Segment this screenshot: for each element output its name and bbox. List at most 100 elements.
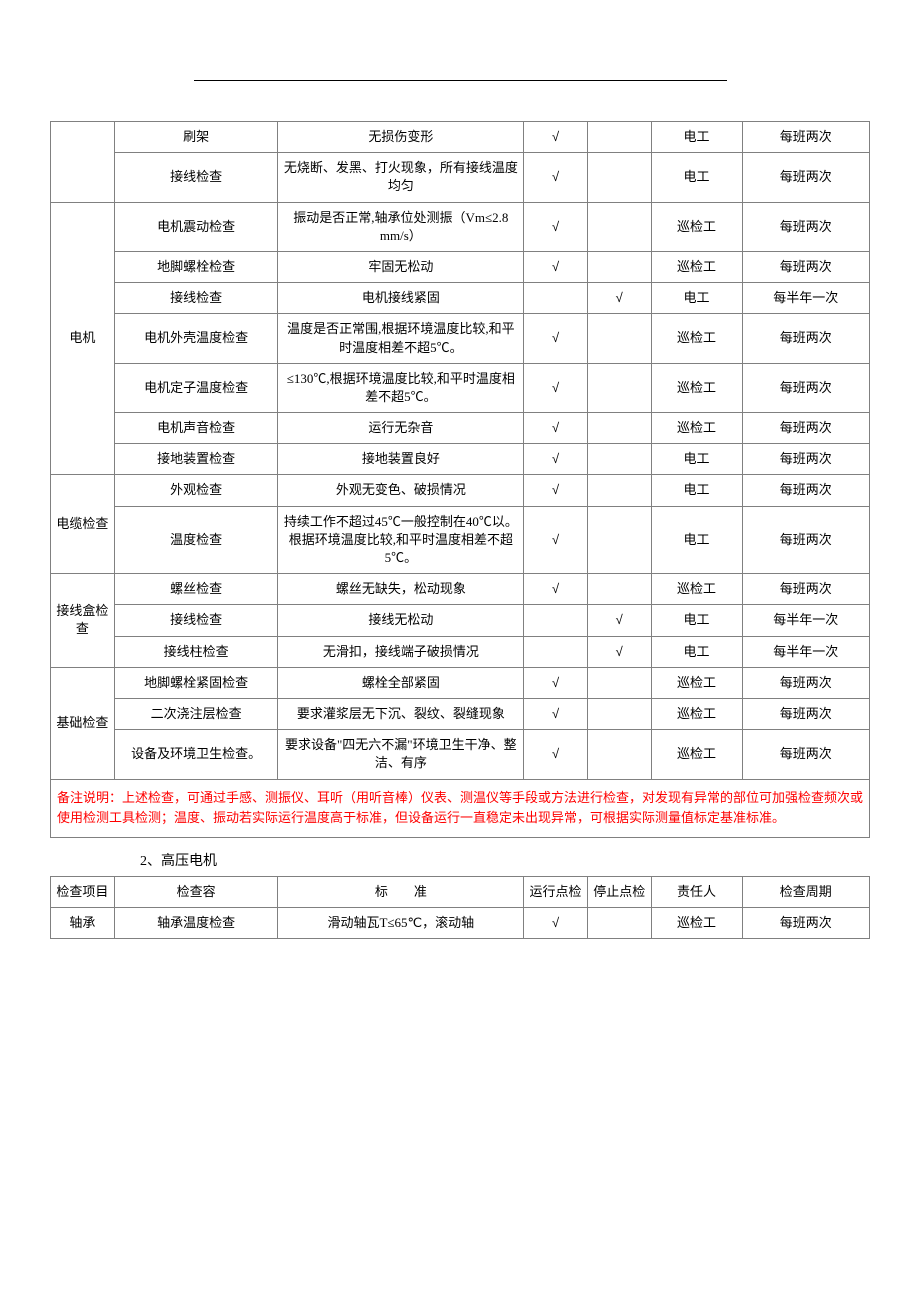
responsible-cell: 巡检工 xyxy=(651,251,742,282)
standard-cell: 螺栓全部紧固 xyxy=(278,667,524,698)
responsible-cell: 电工 xyxy=(651,122,742,153)
standard-cell: 要求设备"四无六不漏"环境卫生干净、整洁、有序 xyxy=(278,730,524,779)
cycle-cell: 每半年一次 xyxy=(742,636,869,667)
run-check-cell: √ xyxy=(524,413,588,444)
stop-check-cell xyxy=(587,444,651,475)
item-cell: 地脚螺栓检查 xyxy=(114,251,278,282)
responsible-cell: 电工 xyxy=(651,475,742,506)
item-cell: 外观检查 xyxy=(114,475,278,506)
header-cycle: 检查周期 xyxy=(742,877,869,908)
standard-cell: 螺丝无缺失，松动现象 xyxy=(278,574,524,605)
responsible-cell: 巡检工 xyxy=(651,314,742,363)
stop-check-cell xyxy=(587,475,651,506)
standard-cell: 振动是否正常,轴承位处测振（Vm≤2.8 mm/s） xyxy=(278,202,524,251)
cycle-cell: 每班两次 xyxy=(742,122,869,153)
standard-cell: ≤130℃,根据环境温度比较,和平时温度相差不超5℃。 xyxy=(278,363,524,412)
standard-cell: 电机接线紧固 xyxy=(278,283,524,314)
run-check-cell: √ xyxy=(524,153,588,202)
stop-check-cell xyxy=(587,122,651,153)
responsible-cell: 电工 xyxy=(651,605,742,636)
note-row: 备注说明：上述检查，可通过手感、测振仪、耳听（用听音棒）仪表、测温仪等手段或方法… xyxy=(51,779,870,838)
table-row: 接线检查电机接线紧固√电工每半年一次 xyxy=(51,283,870,314)
stop-check-cell xyxy=(587,251,651,282)
stop-check-cell xyxy=(587,574,651,605)
item-cell: 接地装置检查 xyxy=(114,444,278,475)
cycle-cell: 每班两次 xyxy=(742,444,869,475)
table-row: 刷架无损伤变形√ 电工每班两次 xyxy=(51,122,870,153)
run-check-cell: √ xyxy=(524,122,588,153)
responsible-cell: 巡检工 xyxy=(651,202,742,251)
header-category: 检查项目 xyxy=(51,877,115,908)
cycle-cell: 每班两次 xyxy=(742,667,869,698)
item-cell: 电机震动检查 xyxy=(114,202,278,251)
table-row: 接地装置检查接地装置良好√电工每班两次 xyxy=(51,444,870,475)
table-row: 温度检查持续工作不超过45℃一般控制在40℃以。根据环境温度比较,和平时温度相差… xyxy=(51,506,870,574)
cycle-cell: 每班两次 xyxy=(742,363,869,412)
responsible-cell: 巡检工 xyxy=(651,363,742,412)
cycle-cell: 每班两次 xyxy=(742,153,869,202)
table-row: 地脚螺栓检查牢固无松动√巡检工每班两次 xyxy=(51,251,870,282)
item-cell: 刷架 xyxy=(114,122,278,153)
item-cell: 接线检查 xyxy=(114,283,278,314)
stop-check-cell xyxy=(587,314,651,363)
header-resp: 责任人 xyxy=(651,877,742,908)
standard-cell: 温度是否正常围,根据环境温度比较,和平时温度相差不超5℃。 xyxy=(278,314,524,363)
item-cell: 二次浇注层检查 xyxy=(114,698,278,729)
header-standard: 标 准 xyxy=(278,877,524,908)
run-check-cell: √ xyxy=(524,574,588,605)
category-cell: 电缆检查 xyxy=(51,475,115,574)
run-check-cell: √ xyxy=(524,444,588,475)
table-row: 电机定子温度检查≤130℃,根据环境温度比较,和平时温度相差不超5℃。√巡检工每… xyxy=(51,363,870,412)
table-row: 接线柱检查无滑扣，接线端子破损情况√电工每半年一次 xyxy=(51,636,870,667)
run-check-cell: √ xyxy=(524,314,588,363)
responsible-cell: 电工 xyxy=(651,444,742,475)
header-stop: 停止点检 xyxy=(587,877,651,908)
cycle-cell: 每班两次 xyxy=(742,251,869,282)
standard-cell: 持续工作不超过45℃一般控制在40℃以。根据环境温度比较,和平时温度相差不超5℃… xyxy=(278,506,524,574)
responsible-cell: 电工 xyxy=(651,636,742,667)
stop-check-cell: √ xyxy=(587,283,651,314)
table-row: 电机声音检查运行无杂音√巡检工每班两次 xyxy=(51,413,870,444)
responsible-cell: 电工 xyxy=(651,506,742,574)
stop-check-cell xyxy=(587,730,651,779)
responsible-cell: 巡检工 xyxy=(651,667,742,698)
section-2-title: 2、高压电机 xyxy=(140,850,870,870)
category-cell: 轴承 xyxy=(51,908,115,939)
cycle-cell: 每班两次 xyxy=(742,413,869,444)
standard-cell: 牢固无松动 xyxy=(278,251,524,282)
cycle-cell: 每班两次 xyxy=(742,506,869,574)
header-run: 运行点检 xyxy=(524,877,588,908)
responsible-cell: 电工 xyxy=(651,153,742,202)
cycle-cell: 每半年一次 xyxy=(742,605,869,636)
standard-cell: 运行无杂音 xyxy=(278,413,524,444)
standard-cell: 无滑扣，接线端子破损情况 xyxy=(278,636,524,667)
table-row: 轴承轴承温度检查滑动轴瓦T≤65℃，滚动轴√巡检工每班两次 xyxy=(51,908,870,939)
stop-check-cell: √ xyxy=(587,605,651,636)
item-cell: 接线柱检查 xyxy=(114,636,278,667)
standard-cell: 要求灌浆层无下沉、裂纹、裂缝现象 xyxy=(278,698,524,729)
stop-check-cell xyxy=(587,363,651,412)
table-row: 接线盒检查螺丝检查螺丝无缺失，松动现象√巡检工每班两次 xyxy=(51,574,870,605)
responsible-cell: 巡检工 xyxy=(651,574,742,605)
table-row: 电缆检查外观检查外观无变色、破损情况√电工每班两次 xyxy=(51,475,870,506)
run-check-cell xyxy=(524,283,588,314)
inspection-table-1: 刷架无损伤变形√电工每班两次接线检查无烧断、发黑、打火现象，所有接线温度均匀√电… xyxy=(50,121,870,838)
table2-header-row: 检查项目 检查容 标 准 运行点检 停止点检 责任人 检查周期 xyxy=(51,877,870,908)
cycle-cell: 每班两次 xyxy=(742,314,869,363)
run-check-cell xyxy=(524,636,588,667)
table-row: 接线检查接线无松动√电工每半年一次 xyxy=(51,605,870,636)
stop-check-cell xyxy=(587,413,651,444)
stop-check-cell xyxy=(587,667,651,698)
stop-check-cell xyxy=(587,908,651,939)
table-row: 接线检查无烧断、发黑、打火现象，所有接线温度均匀√电工每班两次 xyxy=(51,153,870,202)
stop-check-cell xyxy=(587,506,651,574)
standard-cell: 滑动轴瓦T≤65℃，滚动轴 xyxy=(278,908,524,939)
standard-cell: 无损伤变形 xyxy=(278,122,524,153)
cycle-cell: 每班两次 xyxy=(742,574,869,605)
category-cell: 接线盒检查 xyxy=(51,574,115,668)
cycle-cell: 每班两次 xyxy=(742,698,869,729)
stop-check-cell xyxy=(587,202,651,251)
item-cell: 接线检查 xyxy=(114,153,278,202)
item-cell: 电机外壳温度检查 xyxy=(114,314,278,363)
run-check-cell: √ xyxy=(524,363,588,412)
